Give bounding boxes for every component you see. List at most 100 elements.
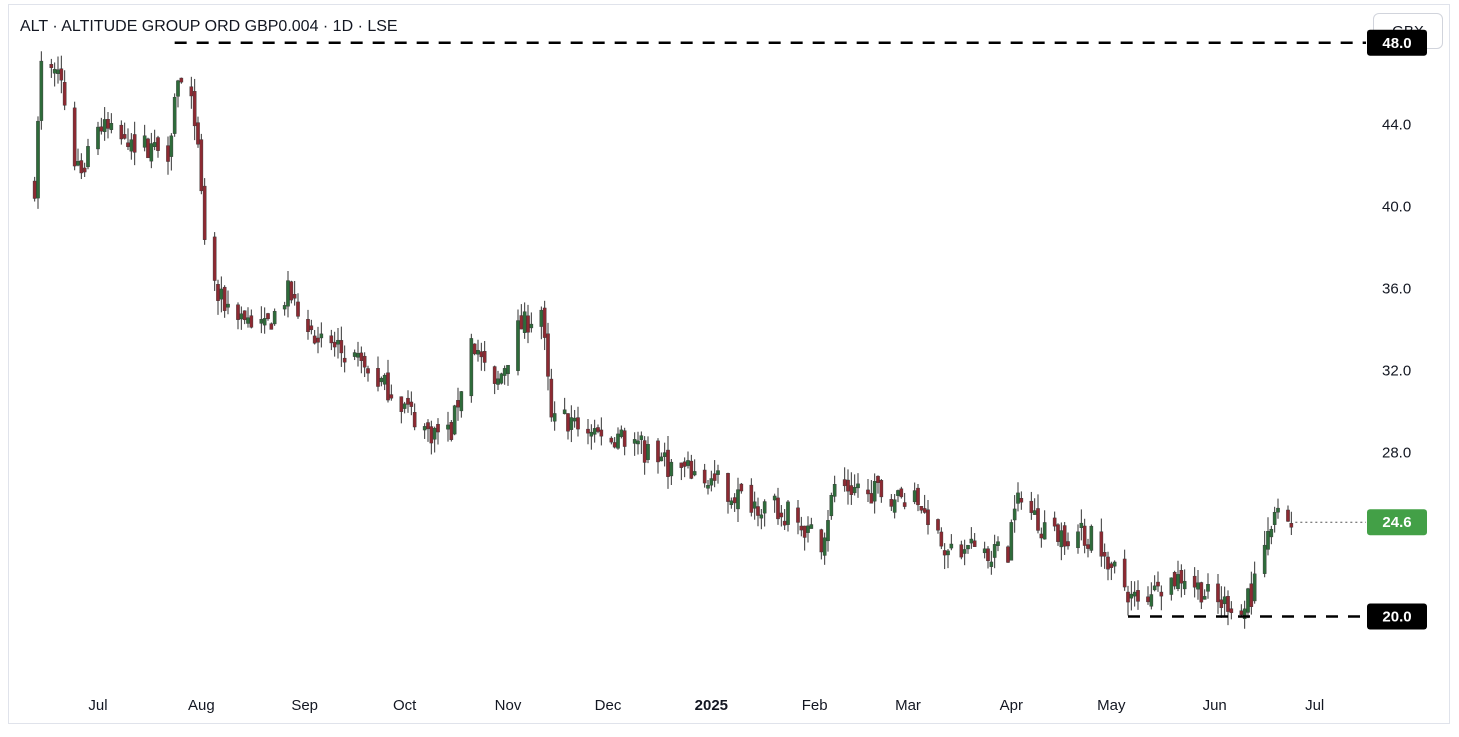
candle-body <box>592 428 597 435</box>
candle-body <box>52 68 57 74</box>
candle-body <box>342 357 347 363</box>
candle-body <box>36 120 40 199</box>
candle-body <box>446 424 450 430</box>
candle-body <box>962 549 967 554</box>
candle-body <box>199 139 204 192</box>
candle-body <box>922 508 927 513</box>
x-tick-label: Jun <box>1203 697 1227 714</box>
candle-body <box>1062 525 1067 547</box>
candle-body <box>562 409 567 415</box>
x-tick-label: May <box>1097 697 1126 714</box>
candle-body <box>422 426 427 431</box>
x-tick-label: Nov <box>495 697 522 714</box>
candle-body <box>926 509 930 526</box>
candle-body <box>669 461 674 477</box>
candle-body <box>272 311 277 325</box>
candle-body <box>1029 500 1034 513</box>
candle-body <box>429 426 434 444</box>
candle-body <box>1056 524 1060 542</box>
chart-frame <box>8 4 1450 724</box>
candle-body <box>1226 595 1230 612</box>
candle-body <box>212 236 217 281</box>
candle-body <box>1146 596 1150 603</box>
candle-body <box>1266 531 1270 550</box>
candle-body <box>782 520 787 526</box>
candle-body <box>702 469 707 484</box>
candle-body <box>846 479 850 492</box>
candle-body <box>546 333 550 377</box>
candle-body <box>1242 608 1247 619</box>
candle-body <box>56 69 60 75</box>
candle-body <box>406 397 410 405</box>
candle-body <box>809 524 814 529</box>
candle-body <box>72 107 77 167</box>
candle-body <box>756 506 760 516</box>
candle-body <box>62 82 67 106</box>
candle-body <box>86 146 90 168</box>
candle-body <box>1006 546 1010 563</box>
y-tick-label: 40.0 <box>1382 199 1411 216</box>
candle-body <box>716 470 720 475</box>
candle-body <box>996 541 1000 546</box>
candle-body <box>692 471 697 476</box>
candle-body <box>129 139 134 152</box>
candle-body <box>366 368 370 374</box>
candle-body <box>1019 497 1024 503</box>
candle-body <box>709 478 714 486</box>
candle-body <box>799 525 804 531</box>
candle-body <box>1196 582 1200 590</box>
candle-body <box>662 452 667 457</box>
candle-body <box>1216 583 1220 603</box>
candle-body <box>566 413 570 432</box>
candle-body <box>376 368 380 387</box>
candle-body <box>259 319 264 324</box>
candle-body <box>682 461 687 467</box>
candle-body <box>109 123 114 130</box>
candle-body <box>166 145 170 162</box>
candle-body <box>549 378 554 418</box>
candle-body <box>762 501 767 514</box>
candle-body <box>712 473 717 481</box>
candle-body <box>589 431 594 437</box>
y-axis: 44.0 40.0 36.0 32.0 28.0 <box>1382 117 1411 462</box>
candle-body <box>1042 522 1047 540</box>
candle-body <box>246 317 250 324</box>
candle-body <box>339 340 344 354</box>
candle-body <box>656 440 660 463</box>
candle-body <box>412 412 417 428</box>
candle-body <box>479 351 484 358</box>
candle-body <box>79 160 84 174</box>
candle-body <box>949 543 954 549</box>
candle-body <box>169 135 174 157</box>
candle-body <box>219 288 224 300</box>
candle-body <box>126 142 130 148</box>
candle-body <box>149 143 154 162</box>
level-badge <box>1367 29 1427 56</box>
candle-body <box>776 497 780 520</box>
candle-body <box>1089 525 1094 551</box>
candle-body <box>436 423 440 433</box>
candle-body <box>1252 573 1257 602</box>
candle-body <box>902 502 907 507</box>
candle-body <box>779 512 784 518</box>
candle-body <box>1152 585 1157 591</box>
candle-body <box>352 352 357 357</box>
candle-body <box>706 485 710 489</box>
candle-body <box>966 544 970 550</box>
candle-body <box>409 401 414 407</box>
candle-body <box>1112 561 1117 567</box>
candle-body <box>306 318 310 333</box>
candle-body <box>196 122 200 145</box>
candle-body <box>842 479 847 487</box>
x-tick-label: Mar <box>895 697 921 714</box>
candle-body <box>1149 594 1154 607</box>
x-axis: Jul Aug Sep Oct Nov Dec 2025 Feb Mar Apr May Jun Jul <box>88 697 1324 714</box>
candle-body <box>1219 599 1224 608</box>
candle-body <box>122 134 127 139</box>
x-tick-label: 2025 <box>695 697 728 714</box>
candle-body <box>262 318 267 326</box>
candle-body <box>312 335 317 344</box>
candle-body <box>216 284 220 301</box>
candle-body <box>269 323 274 330</box>
